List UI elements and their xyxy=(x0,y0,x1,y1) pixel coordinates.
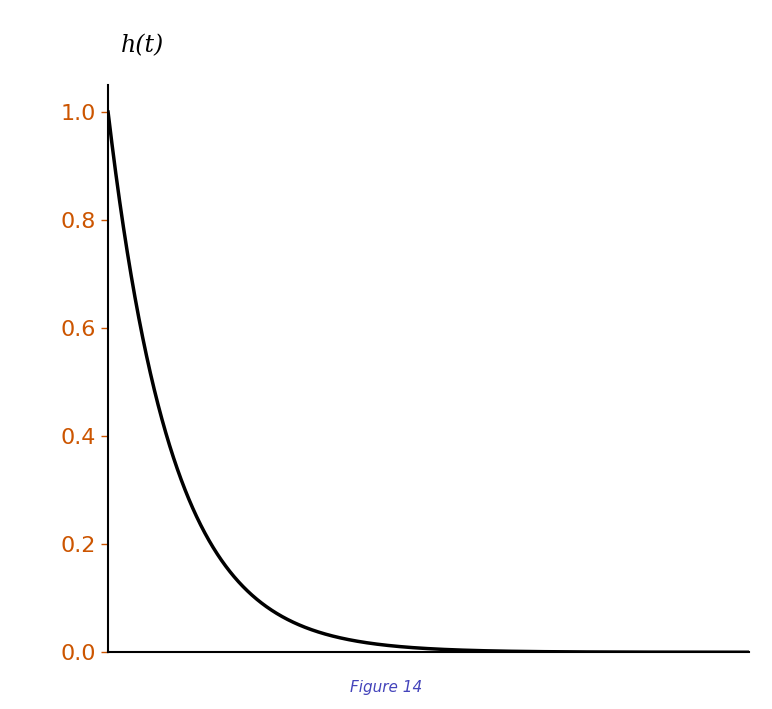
Text: Figure 14: Figure 14 xyxy=(350,680,422,695)
Text: h(t): h(t) xyxy=(121,34,164,57)
